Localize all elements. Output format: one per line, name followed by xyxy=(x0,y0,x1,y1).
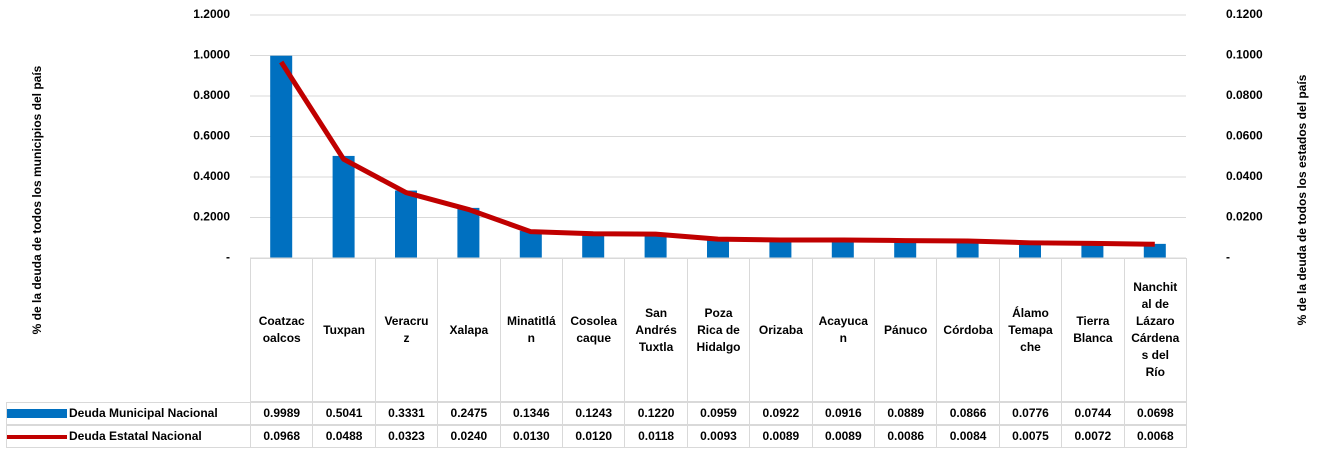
table-value: 0.0068 xyxy=(1123,425,1187,448)
table-value: 0.0889 xyxy=(874,402,938,425)
table-value: 0.0072 xyxy=(1061,425,1125,448)
table-value: 0.0922 xyxy=(749,402,813,425)
table-value: 0.0120 xyxy=(562,425,626,448)
bar xyxy=(894,239,917,258)
y-tick-label: 0.2000 xyxy=(193,210,230,224)
category-cell: Tierra Blanca xyxy=(1061,258,1125,402)
bar xyxy=(956,240,979,258)
y-tick-label: 0.4000 xyxy=(193,169,230,183)
bar xyxy=(1143,243,1166,258)
table-value: 0.0959 xyxy=(686,402,751,425)
bar xyxy=(395,190,417,258)
y2-tick-label: 0.0800 xyxy=(1226,88,1263,102)
category-cell: Álamo Temapache xyxy=(998,258,1063,402)
legend-icon xyxy=(7,434,67,439)
table-value: 0.0093 xyxy=(686,425,751,448)
table-value: 0.5041 xyxy=(312,402,376,425)
legend-cell: Deuda Estatal Nacional xyxy=(6,425,251,448)
y2-tick-label: 0.0400 xyxy=(1226,169,1263,183)
bar xyxy=(519,230,542,258)
legend-label: Deuda Estatal Nacional xyxy=(69,429,202,443)
table-value: 0.1346 xyxy=(499,402,563,425)
table-value: 0.0916 xyxy=(811,402,875,425)
table-value: 0.0118 xyxy=(624,425,688,448)
category-cell: Acayucan xyxy=(811,258,875,402)
category-cell: Veracruz xyxy=(374,258,439,402)
table-value: 0.0488 xyxy=(312,425,376,448)
legend-icon xyxy=(7,409,67,418)
bar xyxy=(707,238,729,258)
table-value: 0.0776 xyxy=(998,402,1063,425)
table-value: 0.0323 xyxy=(374,425,439,448)
bar xyxy=(644,233,667,258)
bar xyxy=(457,207,480,258)
table-value: 0.1243 xyxy=(562,402,626,425)
y-tick-label: 0.8000 xyxy=(193,88,230,102)
category-cell: Coatzacoalcos xyxy=(250,258,314,402)
bar xyxy=(769,239,792,258)
table-value: 0.0968 xyxy=(250,425,314,448)
category-cell: San Andrés Tuxtla xyxy=(624,258,688,402)
table-value: 0.0089 xyxy=(811,425,875,448)
line xyxy=(279,60,1155,247)
y2-tick-label: 0.1000 xyxy=(1226,48,1263,62)
y-tick-label: 1.2000 xyxy=(193,7,230,21)
bar xyxy=(1019,242,1041,258)
y2-tick-label: 0.0200 xyxy=(1226,210,1263,224)
category-cell: Cosoleacaque xyxy=(562,258,626,402)
table-value: 0.2475 xyxy=(437,402,501,425)
table-value: 0.0744 xyxy=(1061,402,1125,425)
legend-cell: Deuda Municipal Nacional xyxy=(6,402,251,425)
bar xyxy=(582,232,605,258)
category-cell: Xalapa xyxy=(437,258,501,402)
category-cell: Nanchital de Lázaro Cárdenas del Río xyxy=(1123,258,1187,402)
bar xyxy=(831,239,854,258)
y2-axis-title: % de la deuda de todos los estados del p… xyxy=(1295,74,1309,325)
table-value: 0.0866 xyxy=(936,402,1000,425)
y-axis-title: % de la deuda de todos los municipios de… xyxy=(30,65,44,334)
legend-label: Deuda Municipal Nacional xyxy=(69,406,218,420)
table-value: 0.0086 xyxy=(874,425,938,448)
category-cell: Minatitlán xyxy=(499,258,563,402)
bar xyxy=(332,155,355,258)
y-tick-label: 1.0000 xyxy=(193,48,230,62)
table-value: 0.1220 xyxy=(624,402,688,425)
category-cell: Pánuco xyxy=(874,258,938,402)
table-value: 0.3331 xyxy=(374,402,439,425)
table-value: 0.0084 xyxy=(936,425,1000,448)
y-tick-label: - xyxy=(226,250,230,264)
bar xyxy=(270,55,293,259)
category-cell: Córdoba xyxy=(936,258,1000,402)
y2-tick-label: 0.0600 xyxy=(1226,129,1263,143)
bar xyxy=(1081,242,1104,258)
category-cell: Orizaba xyxy=(749,258,813,402)
table-value: 0.0130 xyxy=(499,425,563,448)
y2-tick-label: - xyxy=(1226,250,1230,264)
table-value: 0.0240 xyxy=(437,425,501,448)
table-value: 0.0075 xyxy=(998,425,1063,448)
table-value: 0.0698 xyxy=(1123,402,1187,425)
category-cell: Tuxpan xyxy=(312,258,376,402)
y-tick-label: 0.6000 xyxy=(193,129,230,143)
table-value: 0.0089 xyxy=(749,425,813,448)
y2-tick-label: 0.1200 xyxy=(1226,7,1263,21)
table-value: 0.9989 xyxy=(250,402,314,425)
category-cell: Poza Rica de Hidalgo xyxy=(686,258,751,402)
